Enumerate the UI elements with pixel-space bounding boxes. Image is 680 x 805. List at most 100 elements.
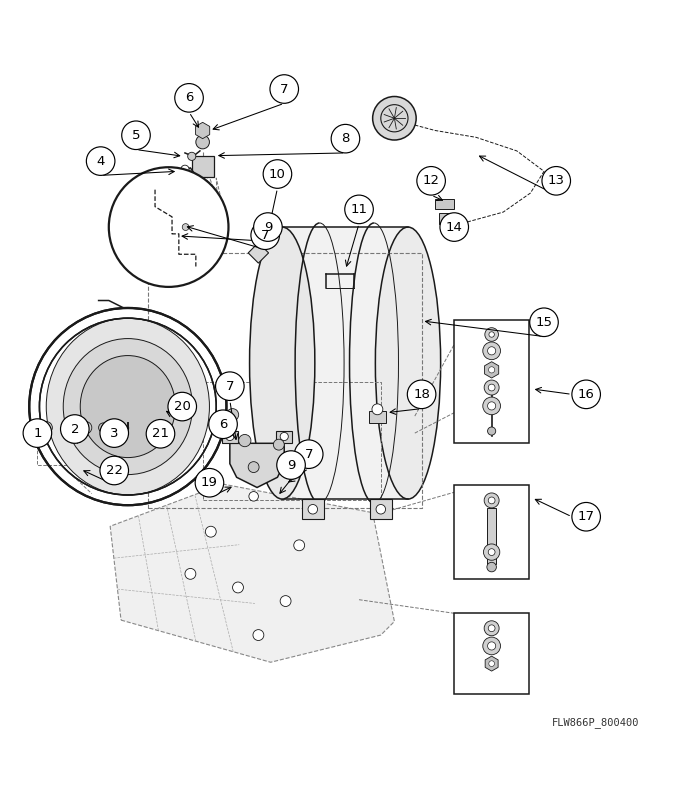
Circle shape: [182, 224, 189, 230]
Circle shape: [181, 165, 189, 173]
Circle shape: [83, 425, 88, 431]
Circle shape: [308, 505, 318, 514]
Circle shape: [440, 213, 469, 242]
Bar: [454, 613, 529, 694]
Circle shape: [175, 84, 203, 112]
Bar: [369, 411, 386, 423]
Circle shape: [72, 425, 78, 431]
Circle shape: [484, 621, 499, 636]
Text: 5: 5: [132, 129, 140, 142]
Polygon shape: [485, 361, 498, 378]
Ellipse shape: [250, 227, 315, 499]
Circle shape: [483, 544, 500, 560]
Circle shape: [372, 404, 383, 415]
Circle shape: [109, 167, 228, 287]
Text: 13: 13: [548, 175, 564, 188]
Text: 6: 6: [219, 418, 227, 431]
Text: 15: 15: [536, 316, 552, 328]
Text: 22: 22: [106, 464, 123, 477]
Circle shape: [205, 526, 216, 537]
Text: 9: 9: [264, 221, 272, 233]
Ellipse shape: [80, 356, 175, 457]
Text: 9: 9: [287, 459, 295, 472]
Ellipse shape: [63, 339, 192, 475]
Text: 3: 3: [110, 427, 118, 440]
Text: 7: 7: [226, 380, 234, 393]
Circle shape: [23, 419, 52, 448]
Circle shape: [489, 661, 494, 667]
Text: 11: 11: [351, 203, 367, 216]
Text: 16: 16: [578, 388, 594, 401]
Circle shape: [488, 427, 496, 436]
Circle shape: [249, 492, 258, 501]
Circle shape: [146, 419, 175, 448]
Text: 18: 18: [413, 388, 430, 401]
Text: 7: 7: [305, 448, 313, 460]
Text: 8: 8: [341, 132, 350, 145]
Circle shape: [99, 423, 108, 432]
Circle shape: [484, 493, 499, 508]
Polygon shape: [248, 242, 269, 263]
Text: 7: 7: [261, 229, 269, 242]
Polygon shape: [196, 122, 209, 138]
Bar: [454, 485, 529, 580]
Text: 19: 19: [201, 477, 218, 489]
Circle shape: [280, 596, 291, 606]
Circle shape: [488, 402, 496, 410]
Text: 17: 17: [577, 510, 594, 523]
Circle shape: [487, 563, 496, 572]
Circle shape: [185, 568, 196, 580]
Circle shape: [248, 461, 259, 473]
Circle shape: [100, 456, 129, 485]
Circle shape: [226, 409, 239, 421]
Text: 12: 12: [423, 175, 439, 188]
Circle shape: [263, 159, 292, 188]
Ellipse shape: [375, 227, 441, 499]
Text: 21: 21: [152, 427, 169, 440]
Circle shape: [294, 440, 323, 469]
Text: 2: 2: [71, 423, 79, 436]
Text: 1: 1: [33, 427, 41, 440]
Bar: [302, 499, 324, 519]
Circle shape: [44, 425, 49, 431]
Circle shape: [270, 75, 299, 103]
Text: 10: 10: [269, 167, 286, 180]
Circle shape: [488, 384, 495, 391]
Circle shape: [179, 239, 188, 249]
Text: 4: 4: [97, 155, 105, 167]
Circle shape: [196, 135, 209, 149]
Polygon shape: [230, 444, 284, 488]
Circle shape: [100, 419, 129, 448]
Circle shape: [483, 637, 500, 654]
Circle shape: [209, 410, 237, 439]
Circle shape: [488, 367, 495, 373]
Circle shape: [195, 469, 224, 497]
Circle shape: [572, 380, 600, 409]
Circle shape: [483, 397, 500, 415]
Bar: [435, 199, 454, 209]
Circle shape: [168, 392, 197, 421]
Circle shape: [345, 195, 373, 224]
Circle shape: [122, 121, 150, 150]
Circle shape: [226, 432, 234, 440]
Circle shape: [188, 152, 196, 160]
Text: FLW866P_800400: FLW866P_800400: [551, 716, 639, 728]
Circle shape: [233, 582, 243, 593]
Circle shape: [488, 642, 496, 650]
Bar: [487, 508, 496, 564]
Circle shape: [216, 372, 244, 400]
Polygon shape: [485, 656, 498, 671]
Circle shape: [253, 630, 264, 641]
Text: 20: 20: [174, 400, 190, 413]
Text: 6: 6: [185, 91, 193, 105]
Circle shape: [61, 415, 89, 444]
Circle shape: [69, 422, 81, 434]
Circle shape: [294, 540, 305, 551]
Bar: [454, 320, 529, 444]
Circle shape: [254, 213, 282, 242]
Circle shape: [277, 451, 305, 479]
Circle shape: [530, 308, 558, 336]
Text: 14: 14: [446, 221, 462, 233]
Bar: [282, 227, 408, 499]
Circle shape: [80, 422, 92, 434]
